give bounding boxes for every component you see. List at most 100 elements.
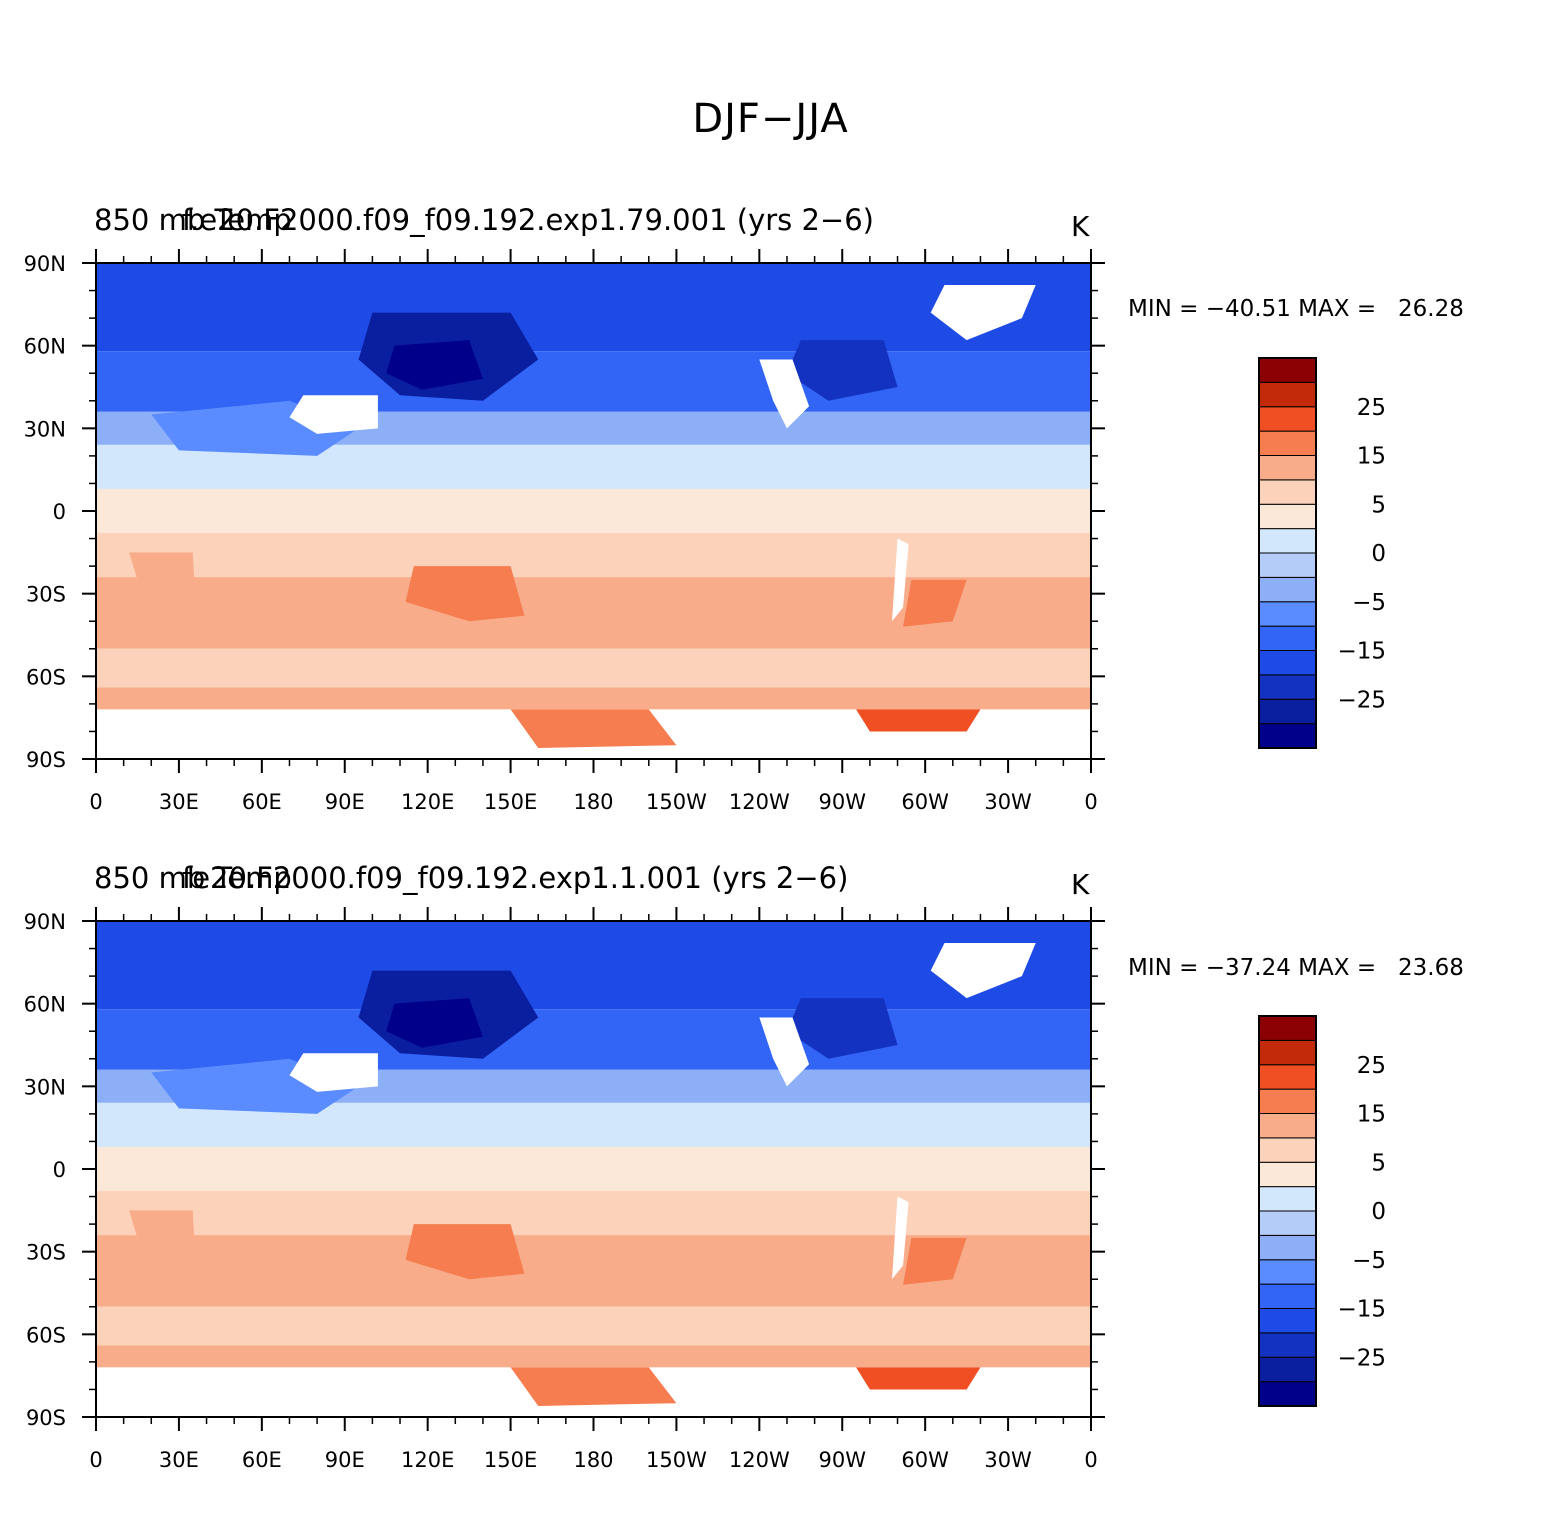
colorbar-frame: [1258, 357, 1317, 749]
colorbar-label: 25: [1357, 1053, 1386, 1079]
colorbar-box: [1258, 1064, 1317, 1090]
panel-case-label: fe20.F2000.f09_f09.192.exp1.1.001 (yrs 2…: [182, 861, 849, 895]
weddell-warm: [856, 1367, 981, 1390]
lat-label: 60S: [26, 665, 66, 689]
greenland-mask: [930, 943, 1036, 999]
argentina-warm: [903, 1237, 967, 1285]
ross-warm: [510, 1367, 677, 1406]
lon-label: 30W: [984, 1448, 1032, 1472]
lon-label: 150W: [646, 1448, 707, 1472]
colorbar-2: −25 −15 −5 0 5 15 25: [1258, 1015, 1386, 1407]
lon-label: 90E: [325, 1448, 365, 1472]
colorbar-box: [1258, 552, 1317, 578]
lon-label: 120E: [401, 790, 454, 814]
lat-label: 30N: [24, 417, 66, 441]
lat-label: 30S: [26, 583, 66, 607]
canada-cold: [786, 340, 898, 401]
colorbar-box: [1258, 1088, 1317, 1114]
panel-variable-label: 850 mb Temp: [94, 203, 292, 237]
lat-label: 0: [53, 500, 66, 524]
band-tropic-south: [96, 1191, 1091, 1236]
andes-mask: [892, 1196, 909, 1280]
lon-label: 30W: [984, 790, 1032, 814]
colorbar-box: [1258, 430, 1317, 456]
colorbar-label: 0: [1371, 1199, 1386, 1225]
colorbar-label: 15: [1357, 1102, 1386, 1128]
temperature-map-2: 90N 60N 30N 0 30S 60S 90S 0 30E 60E 90E 120E 150E 180…: [24, 907, 1105, 1472]
australia-warm: [405, 566, 525, 622]
band-antarctic-coast: [96, 1345, 1091, 1368]
colorbar-box: [1258, 381, 1317, 408]
tibet-mask: [289, 1053, 378, 1092]
colorbar-label: 5: [1371, 1150, 1386, 1176]
colorbar-box: [1258, 1381, 1317, 1407]
band-tropic-south: [96, 533, 1091, 578]
lat-label: 60N: [24, 335, 66, 359]
lat-label: 90S: [26, 748, 66, 772]
band-midlat-north: [96, 351, 1091, 412]
lon-label: 180: [573, 1448, 613, 1472]
lon-label: 120W: [729, 1448, 790, 1472]
lat-label: 30S: [26, 1241, 66, 1265]
colorbar-box: [1258, 1234, 1317, 1261]
max-value: 26.28: [1398, 296, 1464, 322]
siberia-coldest: [386, 998, 483, 1048]
lat-label: 90N: [24, 252, 66, 276]
colorbar-label: −25: [1337, 1345, 1386, 1371]
lon-label: 150E: [484, 1448, 537, 1472]
lon-label: 0: [1084, 1448, 1097, 1472]
colorbar-box: [1258, 625, 1317, 651]
rockies-mask: [759, 1017, 810, 1087]
lat-label: 60N: [24, 993, 66, 1017]
contour-fill: [96, 263, 1091, 759]
colorbar-box: [1258, 1356, 1317, 1383]
africa-south-warm: [129, 1210, 196, 1266]
lon-label: 60W: [901, 790, 949, 814]
colorbar-box: [1258, 1137, 1317, 1163]
min-label: MIN =: [1128, 296, 1199, 322]
colorbar-box: [1258, 503, 1317, 530]
lon-label: 150E: [484, 790, 537, 814]
tibet-mask: [289, 395, 378, 434]
lat-label: 30N: [24, 1075, 66, 1099]
colorbar-box: [1258, 1210, 1317, 1236]
colorbar-frame: [1258, 1015, 1317, 1407]
max-value: 23.68: [1398, 955, 1464, 981]
colorbar-label: 5: [1371, 492, 1386, 518]
greenland-mask: [930, 285, 1036, 341]
colorbar-box: [1258, 1283, 1317, 1309]
lon-label: 60E: [242, 790, 282, 814]
lon-label: 0: [89, 790, 102, 814]
colorbar-box: [1258, 1259, 1317, 1285]
band-arctic: [96, 921, 1091, 1010]
colorbar-label: −15: [1337, 639, 1386, 665]
colorbar-box: [1258, 698, 1317, 725]
min-label: MIN =: [1128, 955, 1199, 981]
colorbar-label: 25: [1357, 395, 1386, 421]
lat-label: 0: [53, 1158, 66, 1182]
andes-mask: [892, 538, 909, 622]
colorbar-label: −15: [1337, 1297, 1386, 1323]
colorbar-box: [1258, 1186, 1317, 1212]
ross-warm: [510, 709, 677, 748]
contour-fill: [96, 921, 1091, 1417]
colorbar-box: [1258, 406, 1317, 432]
colorbar-box: [1258, 650, 1317, 676]
weddell-warm: [856, 709, 981, 732]
band-midlat-north: [96, 1009, 1091, 1070]
figure-title: DJF−JJA: [692, 96, 849, 142]
canada-cold: [786, 998, 898, 1059]
colorbar-box: [1258, 357, 1317, 383]
australia-warm: [405, 1224, 525, 1280]
colorbar-label: 0: [1371, 541, 1386, 567]
lon-label: 120W: [729, 790, 790, 814]
lon-label: 30E: [159, 790, 199, 814]
units-label: K: [1071, 868, 1090, 901]
lon-label: 0: [89, 1448, 102, 1472]
colorbar-label: −5: [1352, 590, 1386, 616]
lon-label: 90E: [325, 790, 365, 814]
band-equator: [96, 1146, 1091, 1192]
band-southern-ocean: [96, 1306, 1091, 1346]
max-label: MAX =: [1298, 296, 1377, 322]
lon-label: 120E: [401, 1448, 454, 1472]
